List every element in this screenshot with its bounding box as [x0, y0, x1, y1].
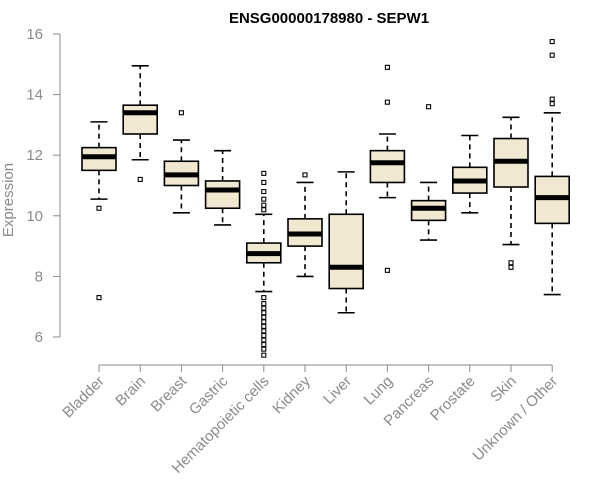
y-tick-label: 6 — [35, 329, 43, 346]
outlier-point — [261, 314, 267, 320]
outlier-point — [549, 101, 555, 107]
box-group — [287, 172, 323, 278]
x-tick-label: Liver — [320, 373, 355, 408]
outlier-point — [261, 189, 267, 195]
iqr-box — [204, 180, 241, 210]
box-group — [410, 104, 447, 241]
outlier-point — [137, 176, 143, 182]
outlier-point — [549, 52, 555, 58]
outlier-point — [261, 170, 267, 176]
outlier-point — [549, 39, 555, 45]
y-axis: 6 8 10 12 14 16 — [26, 26, 61, 346]
chart-title: ENSG00000178980 - SEPW1 — [229, 10, 429, 27]
outlier-point — [302, 172, 308, 178]
outlier-point — [549, 96, 555, 102]
x-tick-label: Bladder — [59, 373, 108, 422]
box-group — [163, 110, 200, 214]
x-tick-label: Lung — [361, 373, 397, 409]
y-tick-label: 8 — [35, 268, 43, 285]
box-group — [534, 39, 571, 296]
outlier-point — [261, 301, 267, 307]
outlier-point — [261, 337, 267, 343]
outlier-point — [261, 319, 267, 325]
outlier-point — [261, 346, 267, 352]
outlier-point — [261, 342, 267, 348]
box-group — [81, 121, 117, 301]
box-group — [369, 64, 406, 273]
box-group — [451, 134, 488, 214]
outlier-point — [384, 267, 390, 273]
plot-area — [81, 39, 571, 358]
outlier-point — [96, 295, 102, 301]
outlier-point — [426, 104, 432, 110]
outlier-point — [96, 205, 102, 211]
y-tick-label: 10 — [26, 208, 43, 225]
x-tick-label: Prostate — [427, 373, 479, 425]
outlier-point — [261, 332, 267, 339]
x-tick-label: Skin — [487, 373, 520, 406]
outlier-point — [261, 202, 267, 208]
outlier-point — [508, 264, 514, 270]
iqr-box — [328, 213, 365, 290]
box-group — [328, 171, 365, 314]
iqr-box — [369, 149, 406, 184]
y-axis-label: Expression — [0, 163, 17, 237]
outlier-point — [261, 207, 267, 213]
outlier-point — [261, 328, 267, 334]
outlier-point — [261, 310, 267, 316]
outlier-point — [384, 99, 390, 105]
outlier-point — [261, 295, 267, 301]
x-tick-label: Brain — [112, 373, 149, 410]
outlier-point — [508, 260, 514, 266]
box-group — [493, 116, 529, 270]
y-tick-label: 14 — [26, 87, 43, 104]
box-group — [204, 149, 241, 226]
outlier-point — [261, 196, 267, 202]
y-tick-label: 16 — [26, 26, 43, 43]
x-tick-label: Breast — [148, 372, 191, 415]
box-group — [246, 170, 282, 358]
outlier-point — [178, 110, 184, 116]
outlier-point — [261, 305, 267, 311]
y-tick-label: 12 — [26, 147, 43, 164]
outlier-point — [261, 323, 267, 329]
x-tick-label: Kidney — [269, 372, 314, 417]
outlier-point — [261, 179, 267, 186]
outlier-point — [261, 352, 267, 358]
outlier-point — [384, 64, 390, 70]
iqr-box — [122, 104, 158, 135]
box-group — [122, 65, 158, 182]
